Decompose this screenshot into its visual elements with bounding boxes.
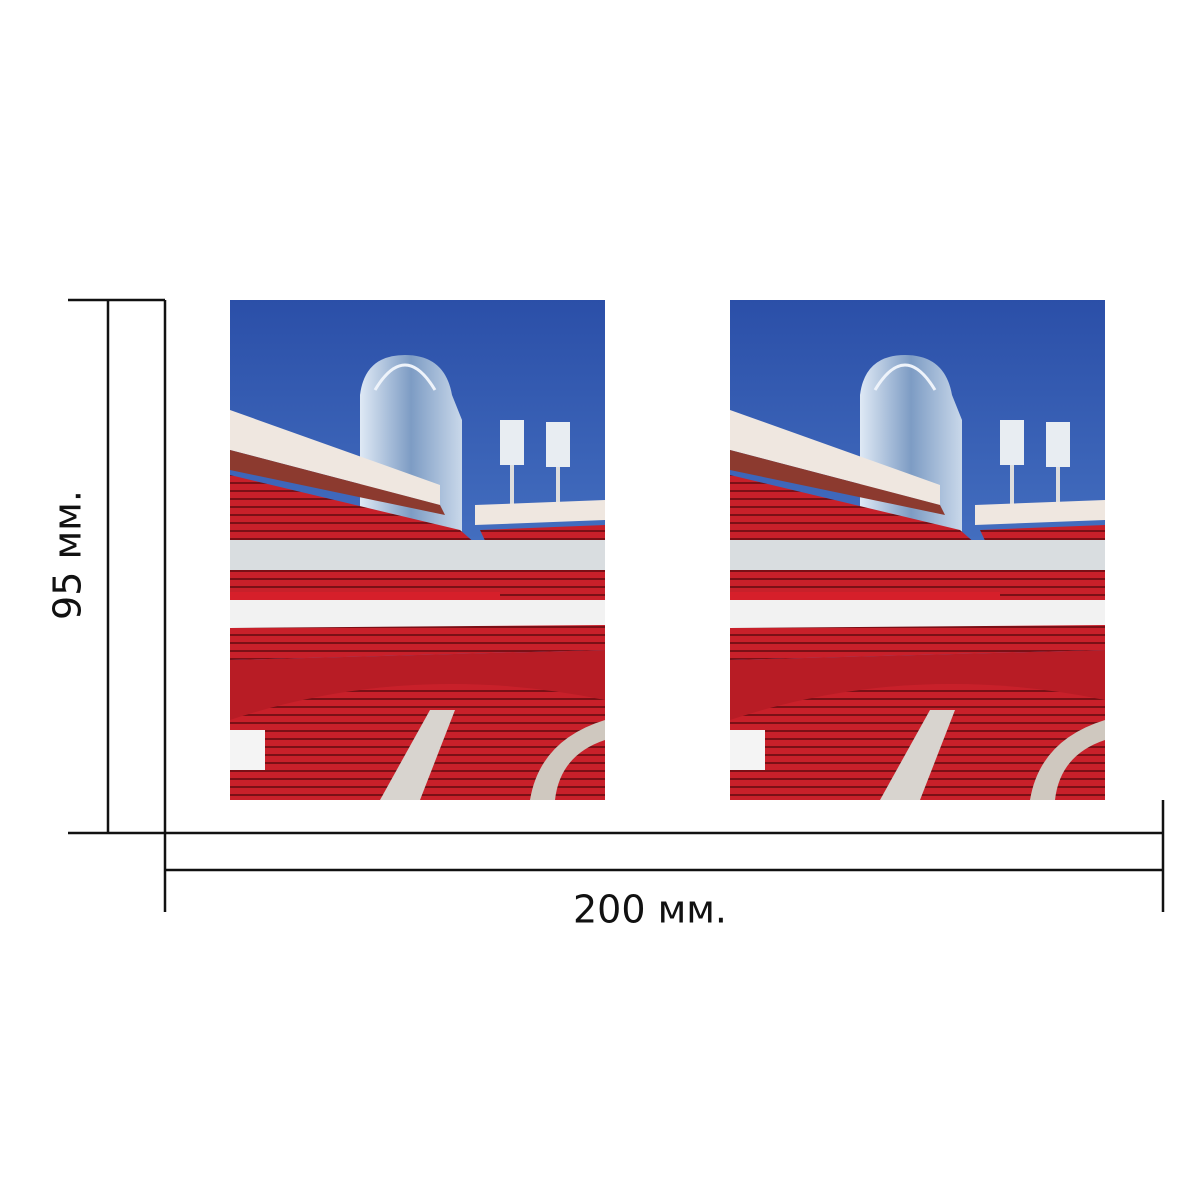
height-label: 95 мм. (46, 490, 90, 620)
width-label: 200 мм. (573, 888, 727, 932)
width-dimension (163, 800, 1165, 912)
product-photo-right (728, 298, 1107, 802)
product-photo-left (228, 298, 607, 802)
height-dimension (68, 298, 167, 835)
